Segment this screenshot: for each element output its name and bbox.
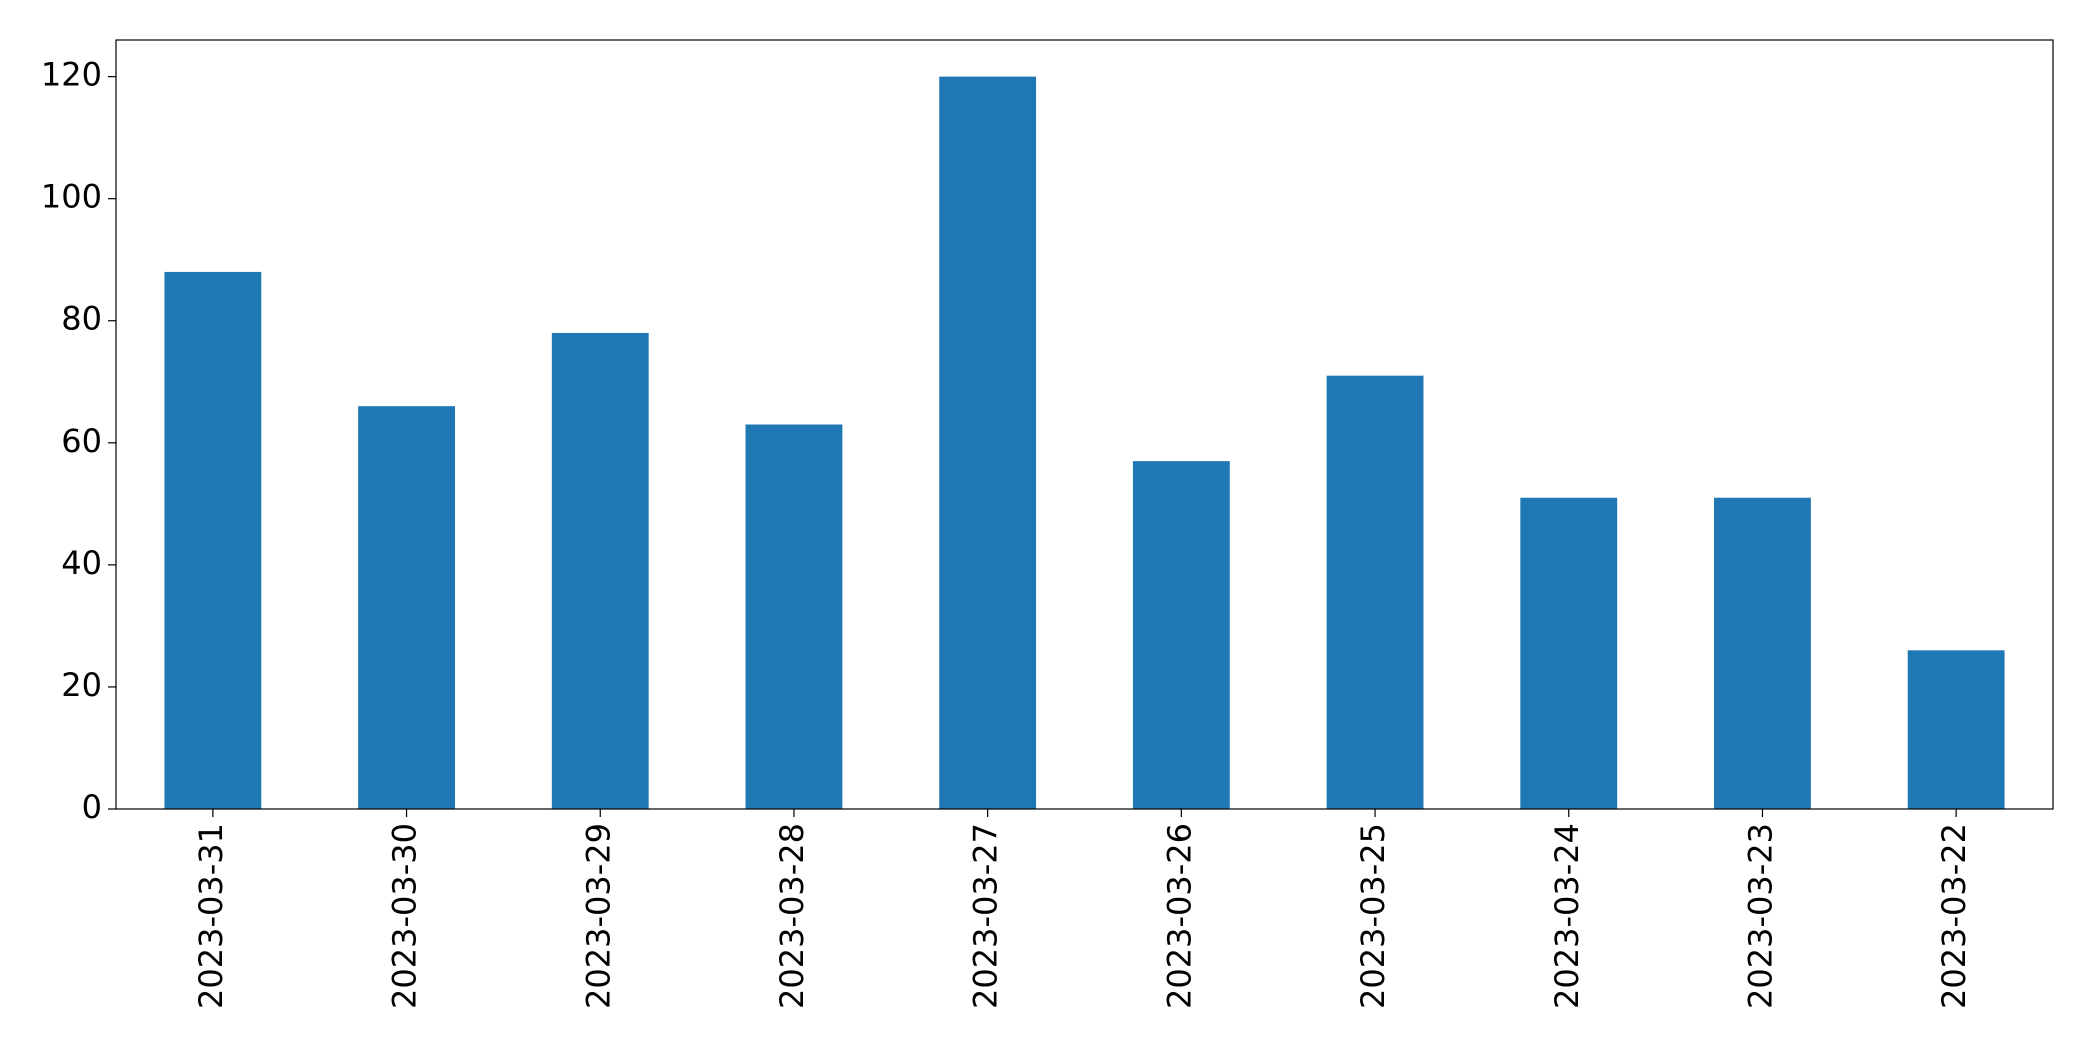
x-tick-label: 2023-03-30 (386, 823, 424, 1009)
bar (551, 332, 649, 809)
x-tick-label: 2023-03-29 (579, 823, 617, 1009)
bar (1520, 497, 1618, 809)
plot-frame (115, 39, 2054, 810)
x-tick-label: 2023-03-31 (192, 823, 230, 1009)
x-tick-label: 2023-03-25 (1354, 823, 1392, 1009)
bar (1907, 650, 2005, 809)
x-tick-label: 2023-03-24 (1548, 823, 1586, 1009)
y-tick-label: 80 (61, 300, 102, 338)
y-tick-label: 100 (41, 178, 102, 216)
x-tick-label: 2023-03-28 (773, 823, 811, 1009)
y-tick-label: 40 (61, 544, 102, 582)
x-tick-label: 2023-03-26 (1160, 823, 1198, 1009)
y-tick-label: 20 (61, 666, 102, 704)
y-tick-label: 60 (61, 422, 102, 460)
bar (1132, 461, 1230, 809)
x-tick-label: 2023-03-27 (967, 823, 1005, 1009)
x-tick-label: 2023-03-23 (1741, 823, 1779, 1009)
bar (1326, 375, 1424, 809)
bar (164, 271, 262, 809)
bar (1714, 497, 1811, 809)
y-tick-label: 120 (41, 56, 102, 94)
x-tick-label: 2023-03-22 (1935, 823, 1973, 1009)
bar (939, 76, 1037, 810)
bar (745, 424, 843, 809)
y-tick-label: 0 (82, 788, 102, 826)
bar (358, 406, 455, 809)
